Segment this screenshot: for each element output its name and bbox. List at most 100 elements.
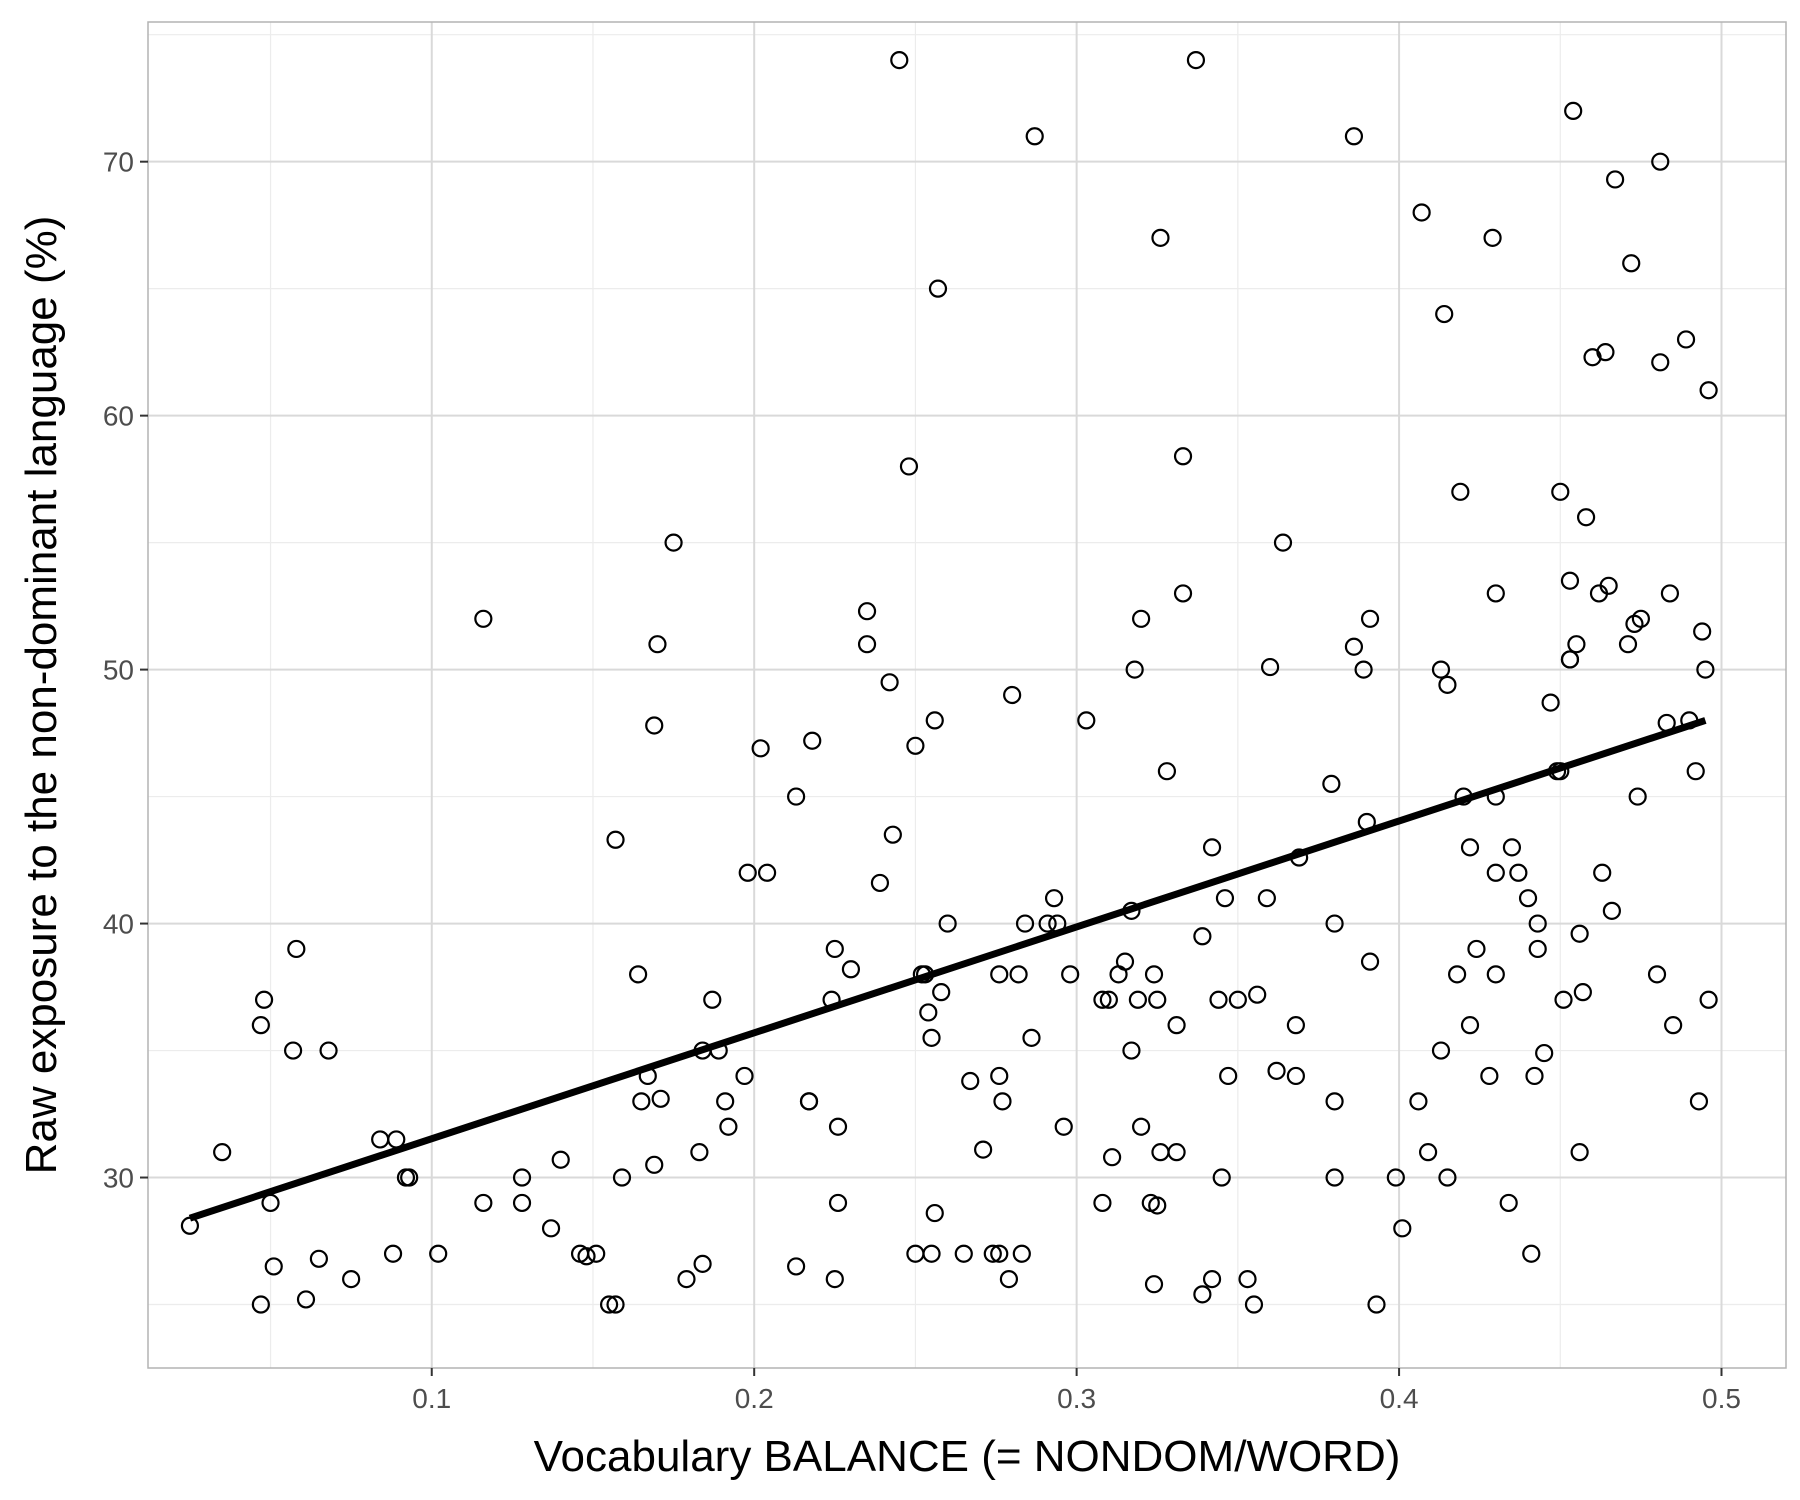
fit-line	[188, 717, 1707, 1222]
data-point	[799, 1092, 819, 1111]
data-point	[880, 673, 899, 692]
data-point	[1054, 1117, 1073, 1136]
data-point	[857, 635, 877, 654]
data-points	[180, 50, 1718, 1314]
data-point	[1651, 353, 1670, 372]
data-point	[841, 960, 861, 979]
y-tick-label: 40	[103, 909, 134, 940]
data-point	[1009, 965, 1028, 984]
data-point	[1286, 1016, 1305, 1035]
data-point	[251, 1295, 270, 1314]
data-point	[1622, 254, 1641, 273]
y-tick-label: 60	[103, 401, 134, 432]
data-point	[1535, 1043, 1554, 1063]
data-point	[1148, 990, 1167, 1009]
data-point	[1325, 1092, 1344, 1111]
data-point	[703, 990, 722, 1009]
data-point	[1193, 927, 1212, 946]
data-point	[990, 965, 1009, 984]
x-tick-label: 0.4	[1380, 1383, 1419, 1414]
data-point	[1344, 637, 1364, 656]
data-point	[693, 1254, 712, 1273]
data-point	[906, 736, 925, 755]
data-point	[828, 1193, 848, 1213]
data-point	[1551, 482, 1570, 501]
data-point	[1418, 1143, 1438, 1162]
data-point	[1044, 889, 1064, 908]
data-point	[1267, 1061, 1286, 1080]
data-point	[719, 1117, 738, 1136]
data-point	[1528, 914, 1547, 933]
data-point	[1099, 990, 1118, 1009]
x-tick-label: 0.1	[412, 1383, 451, 1414]
data-point	[1238, 1270, 1257, 1289]
data-point	[1157, 762, 1177, 781]
data-point	[954, 1244, 973, 1263]
major-gridlines	[148, 22, 1786, 1368]
data-point	[309, 1249, 328, 1268]
data-point	[1257, 889, 1276, 908]
data-point	[474, 609, 493, 628]
data-point	[1212, 1168, 1231, 1187]
x-axis-title: Vocabulary BALANCE (= NONDOM/WORD)	[534, 1432, 1401, 1481]
data-point	[1125, 660, 1144, 679]
data-point	[1596, 343, 1615, 362]
data-point	[1412, 203, 1431, 222]
data-point	[1144, 965, 1164, 984]
data-point	[1038, 914, 1057, 933]
data-point	[1012, 1244, 1031, 1263]
data-point	[1228, 990, 1247, 1009]
data-point	[1025, 127, 1044, 146]
data-point	[932, 983, 951, 1002]
data-point	[1015, 914, 1035, 933]
data-point	[1486, 965, 1505, 984]
data-point	[283, 1041, 303, 1060]
minor-gridlines	[148, 22, 1786, 1368]
data-point	[1219, 1066, 1238, 1086]
data-point	[1483, 228, 1502, 247]
data-point	[1173, 447, 1193, 466]
data-point	[1360, 609, 1380, 628]
data-point	[319, 1041, 338, 1060]
data-point	[1467, 939, 1486, 959]
data-point	[1486, 584, 1505, 603]
data-point	[1260, 657, 1280, 677]
data-point	[1167, 1016, 1186, 1035]
data-point	[599, 1295, 619, 1314]
data-point	[342, 1270, 361, 1289]
data-point	[999, 1270, 1019, 1289]
data-point	[974, 1140, 993, 1159]
data-point	[1593, 863, 1612, 882]
data-point	[1528, 939, 1547, 959]
data-point	[1093, 990, 1112, 1009]
data-point	[677, 1270, 696, 1289]
data-point	[1438, 1168, 1457, 1187]
data-point	[1093, 1193, 1112, 1213]
panel-border	[147, 21, 1787, 1369]
y-tick-label: 70	[103, 147, 134, 178]
y-axis-title: Raw exposure to the non-dominant languag…	[17, 216, 66, 1175]
data-point	[1499, 1193, 1518, 1213]
data-point	[1480, 1066, 1499, 1086]
data-point	[264, 1257, 283, 1276]
data-point	[1448, 965, 1467, 984]
data-point	[1451, 482, 1470, 501]
data-point	[1193, 1285, 1212, 1304]
data-point	[1128, 990, 1147, 1009]
x-axis-ticks: 0.1 0.2 0.3 0.4 0.5	[412, 1368, 1741, 1414]
data-point	[1244, 1295, 1264, 1314]
data-point	[1322, 774, 1341, 793]
data-point	[1599, 576, 1618, 595]
data-point	[961, 1071, 980, 1091]
data-point	[1509, 863, 1528, 882]
x-tick-label: 0.5	[1702, 1383, 1741, 1414]
data-point	[429, 1244, 448, 1263]
data-point	[1602, 901, 1621, 920]
data-point	[1122, 1041, 1141, 1060]
data-point	[1541, 693, 1560, 712]
data-point	[541, 1219, 561, 1238]
data-point	[1460, 838, 1480, 857]
data-point	[870, 873, 890, 893]
